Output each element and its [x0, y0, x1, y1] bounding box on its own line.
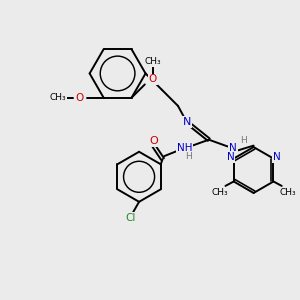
Text: Cl: Cl [125, 213, 135, 223]
Text: N: N [272, 152, 280, 162]
Text: H: H [240, 136, 247, 145]
Text: CH₃: CH₃ [50, 93, 67, 102]
Text: H: H [185, 152, 192, 161]
Text: O: O [149, 136, 158, 146]
Text: O: O [75, 93, 84, 103]
Text: O: O [148, 74, 157, 84]
Text: CH₃: CH₃ [145, 57, 161, 66]
Text: N: N [229, 143, 237, 153]
Text: N: N [227, 152, 235, 162]
Text: CH₃: CH₃ [279, 188, 296, 197]
Text: CH₃: CH₃ [211, 188, 228, 197]
Text: NH: NH [177, 143, 193, 153]
Text: N: N [183, 117, 191, 127]
